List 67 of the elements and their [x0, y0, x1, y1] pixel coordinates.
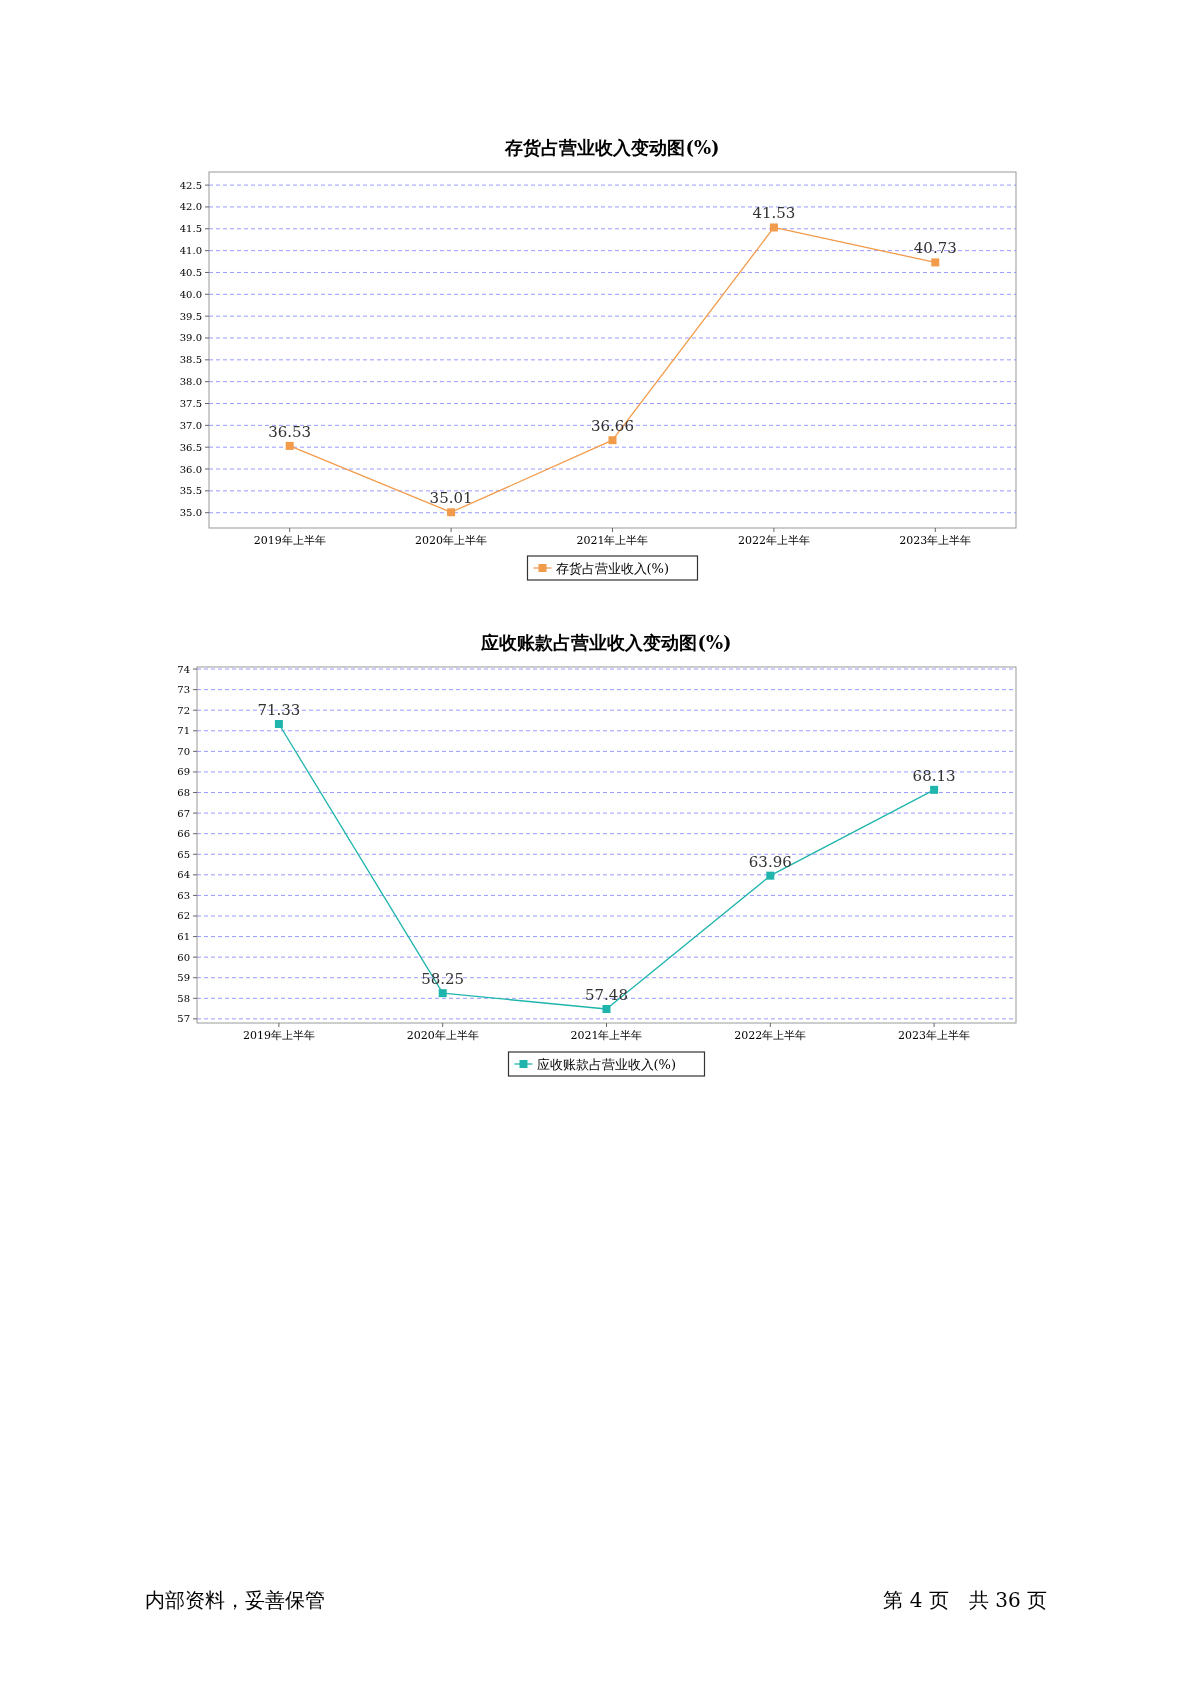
- y-tick-label: 40.5: [179, 266, 202, 278]
- point: [769, 223, 778, 232]
- data-label: 63.96: [748, 852, 792, 871]
- y-tick-label: 37.0: [179, 419, 202, 431]
- y-tick-label: 60: [177, 951, 190, 963]
- point: [438, 989, 447, 998]
- data-label: 35.01: [429, 489, 473, 508]
- point: [285, 441, 294, 450]
- x-tick-label: 2022年上半年: [734, 1029, 807, 1042]
- y-tick-label: 41.5: [179, 223, 202, 235]
- y-tick-label: 74: [177, 663, 190, 675]
- y-tick-label: 62: [177, 910, 190, 922]
- chart-title: 应收账款占营业收入变动图(%): [480, 632, 732, 653]
- y-tick-label: 64: [177, 869, 190, 881]
- data-label: 68.13: [912, 766, 956, 785]
- text: 第 4 页 共 36 页: [883, 1588, 1047, 1612]
- x-tick-label: 2019年上半年: [242, 1029, 315, 1042]
- data-label: 41.53: [752, 204, 796, 223]
- y-tick-label: 37.5: [179, 398, 202, 410]
- y-tick-label: 57: [177, 1013, 190, 1025]
- point: [930, 785, 939, 794]
- x-tick-label: 2021年上半年: [576, 534, 649, 547]
- point: [766, 871, 775, 880]
- legend-label: 存货占营业收入(%): [555, 561, 669, 576]
- x-tick-label: 2021年上半年: [570, 1029, 643, 1042]
- data-label: 40.73: [913, 239, 957, 258]
- point: [931, 258, 940, 267]
- y-tick-label: 69: [177, 766, 190, 778]
- data-label: 36.53: [268, 422, 312, 441]
- point: [602, 1005, 611, 1014]
- data-label: 71.33: [257, 701, 301, 719]
- chart-title: 存货占营业收入变动图(%): [504, 137, 720, 158]
- y-tick-label: 63: [177, 889, 190, 901]
- y-tick-label: 40.0: [179, 288, 202, 300]
- x-tick-label: 2023年上半年: [899, 534, 972, 547]
- y-tick-label: 59: [177, 972, 190, 984]
- y-tick-label: 66: [177, 828, 190, 840]
- legend-label: 应收账款占营业收入(%): [536, 1057, 676, 1072]
- y-tick-label: 36.5: [179, 441, 202, 453]
- y-tick-label: 71: [177, 725, 190, 737]
- y-tick-label: 38.5: [179, 354, 202, 366]
- y-tick-label: 73: [177, 684, 190, 696]
- x-tick-label: 2019年上半年: [253, 534, 326, 547]
- y-tick-label: 36.0: [179, 463, 202, 475]
- y-tick-label: 72: [177, 704, 190, 716]
- y-tick-label: 42.0: [179, 201, 202, 213]
- y-tick-label: 41.0: [179, 245, 202, 257]
- x-tick-label: 2020年上半年: [406, 1029, 479, 1042]
- y-tick-label: 70: [177, 745, 190, 757]
- y-tick-label: 39.0: [179, 332, 202, 344]
- point: [447, 508, 456, 517]
- text: 内部资料，妥善保管: [145, 1588, 325, 1612]
- x-tick-label: 2023年上半年: [898, 1029, 971, 1042]
- x-tick-label: 2022年上半年: [737, 534, 810, 547]
- y-tick-label: 61: [177, 931, 190, 943]
- y-tick-label: 39.5: [179, 310, 202, 322]
- y-tick-label: 35.0: [179, 507, 202, 519]
- y-tick-label: 38.0: [179, 376, 202, 388]
- y-tick-label: 58: [177, 992, 190, 1004]
- y-tick-label: 42.5: [179, 179, 202, 191]
- y-tick-label: 67: [177, 807, 190, 819]
- y-tick-label: 35.5: [179, 485, 202, 497]
- y-tick-label: 65: [177, 848, 190, 860]
- x-tick-label: 2020年上半年: [415, 534, 488, 547]
- point: [608, 436, 617, 445]
- y-tick-label: 68: [177, 787, 190, 799]
- point: [274, 720, 283, 728]
